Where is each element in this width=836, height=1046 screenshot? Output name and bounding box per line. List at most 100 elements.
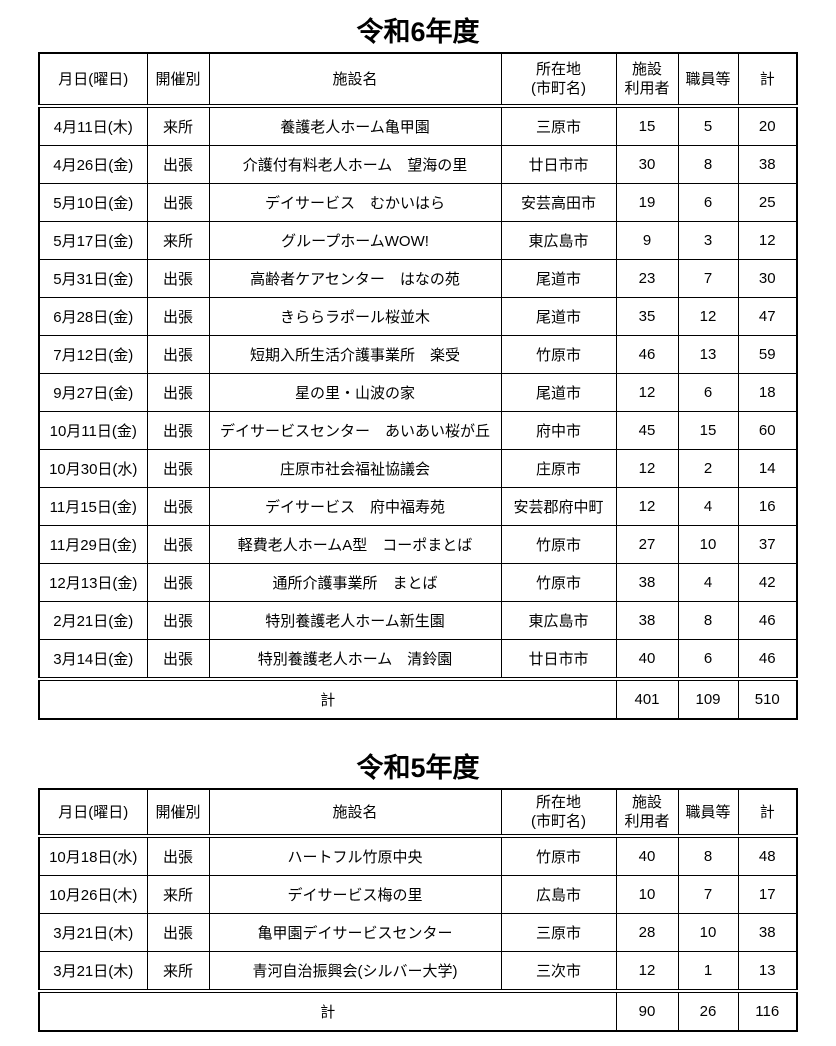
cell-staff: 12 — [677, 297, 739, 336]
cell-location: 広島市 — [500, 875, 617, 914]
cell-date: 2月21日(金) — [38, 601, 148, 640]
table-row: 5月10日(金) 出張 デイサービス むかいはら 安芸高田市 19 6 25 — [38, 183, 798, 222]
cell-location: 尾道市 — [500, 297, 617, 336]
cell-row-total: 14 — [737, 449, 798, 488]
table-footer: 計 401 109 510 — [38, 677, 798, 720]
cell-date: 4月26日(金) — [38, 145, 148, 184]
cell-location: 廿日市市 — [500, 145, 617, 184]
cell-facility-name: 庄原市社会福祉協議会 — [208, 449, 502, 488]
total-sum: 116 — [737, 989, 798, 1032]
cell-staff: 7 — [677, 875, 739, 914]
cell-row-total: 38 — [737, 145, 798, 184]
cell-facility-users: 19 — [615, 183, 679, 222]
cell-date: 9月27日(金) — [38, 373, 148, 412]
cell-location: 庄原市 — [500, 449, 617, 488]
cell-location: 竹原市 — [500, 335, 617, 374]
table-row: 4月26日(金) 出張 介護付有料老人ホーム 望海の里 廿日市市 30 8 38 — [38, 145, 798, 184]
cell-facility-users: 23 — [615, 259, 679, 298]
cell-facility-name: 介護付有料老人ホーム 望海の里 — [208, 145, 502, 184]
header-date: 月日(曜日) — [38, 788, 148, 838]
cell-event-type: 出張 — [146, 525, 210, 564]
table-row: 3月14日(金) 出張 特別養護老人ホーム 清鈴園 廿日市市 40 6 46 — [38, 639, 798, 680]
cell-location: 安芸高田市 — [500, 183, 617, 222]
cell-event-type: 来所 — [146, 875, 210, 914]
cell-staff: 4 — [677, 487, 739, 526]
header-facility-name: 施設名 — [208, 788, 502, 838]
cell-facility-name: 高齢者ケアセンター はなの苑 — [208, 259, 502, 298]
header-location: 所在地 (市町名) — [500, 52, 617, 108]
cell-location: 三原市 — [500, 105, 617, 146]
cell-facility-users: 40 — [615, 639, 679, 680]
cell-date: 5月31日(金) — [38, 259, 148, 298]
cell-row-total: 60 — [737, 411, 798, 450]
cell-facility-name: デイサービス むかいはら — [208, 183, 502, 222]
table-body: 4月11日(木) 来所 養護老人ホーム亀甲園 三原市 15 5 20 4月26日(金) 出張 介護… — [38, 105, 798, 680]
header-staff: 職員等 — [677, 52, 739, 108]
cell-row-total: 46 — [737, 639, 798, 680]
visits-table-reiwa6: 月日(曜日) 開催別 施設名 所在地 (市町名) 施設 利用者 職員等 計 4月… — [38, 52, 798, 720]
cell-facility-name: 短期入所生活介護事業所 楽受 — [208, 335, 502, 374]
cell-facility-name: 亀甲園デイサービスセンター — [208, 913, 502, 952]
cell-staff: 10 — [677, 525, 739, 564]
cell-facility-name: ハートフル竹原中央 — [208, 835, 502, 876]
cell-location: 安芸郡府中町 — [500, 487, 617, 526]
cell-facility-name: グループホームWOW! — [208, 221, 502, 260]
cell-location: 竹原市 — [500, 563, 617, 602]
total-sum: 510 — [737, 677, 798, 720]
table-row: 10月18日(水) 出張 ハートフル竹原中央 竹原市 40 8 48 — [38, 835, 798, 876]
header-facility-users: 施設 利用者 — [615, 52, 679, 108]
table-header: 月日(曜日) 開催別 施設名 所在地 (市町名) 施設 利用者 職員等 計 — [38, 788, 798, 838]
cell-event-type: 出張 — [146, 145, 210, 184]
cell-location: 東広島市 — [500, 221, 617, 260]
cell-row-total: 46 — [737, 601, 798, 640]
table-row: 9月27日(金) 出張 星の里・山波の家 尾道市 12 6 18 — [38, 373, 798, 412]
cell-location: 三原市 — [500, 913, 617, 952]
cell-location: 東広島市 — [500, 601, 617, 640]
cell-row-total: 12 — [737, 221, 798, 260]
header-staff: 職員等 — [677, 788, 739, 838]
cell-date: 10月30日(水) — [38, 449, 148, 488]
table-row: 7月12日(金) 出張 短期入所生活介護事業所 楽受 竹原市 46 13 59 — [38, 335, 798, 374]
cell-facility-users: 12 — [615, 449, 679, 488]
header-event-type: 開催別 — [146, 52, 210, 108]
page-title-reiwa5: 令和5年度 — [356, 753, 480, 783]
cell-facility-name: デイサービス梅の里 — [208, 875, 502, 914]
total-staff: 26 — [677, 989, 739, 1032]
cell-date: 3月21日(木) — [38, 913, 148, 952]
cell-event-type: 出張 — [146, 411, 210, 450]
cell-event-type: 出張 — [146, 449, 210, 488]
cell-staff: 1 — [677, 951, 739, 992]
cell-event-type: 出張 — [146, 913, 210, 952]
cell-facility-users: 15 — [615, 105, 679, 146]
table-row: 11月15日(金) 出張 デイサービス 府中福寿苑 安芸郡府中町 12 4 16 — [38, 487, 798, 526]
header-event-type: 開催別 — [146, 788, 210, 838]
cell-event-type: 出張 — [146, 487, 210, 526]
cell-staff: 8 — [677, 601, 739, 640]
cell-location: 三次市 — [500, 951, 617, 992]
table-row: 10月30日(水) 出張 庄原市社会福祉協議会 庄原市 12 2 14 — [38, 449, 798, 488]
cell-facility-users: 46 — [615, 335, 679, 374]
header-location: 所在地 (市町名) — [500, 788, 617, 838]
cell-row-total: 17 — [737, 875, 798, 914]
cell-row-total: 48 — [737, 835, 798, 876]
cell-facility-users: 40 — [615, 835, 679, 876]
cell-event-type: 出張 — [146, 183, 210, 222]
cell-date: 10月18日(水) — [38, 835, 148, 876]
section-reiwa5: 令和5年度 月日(曜日) 開催別 施設名 所在地 (市町名) 施設 利用者 職員… — [0, 752, 836, 1032]
cell-facility-users: 12 — [615, 373, 679, 412]
cell-date: 6月28日(金) — [38, 297, 148, 336]
header-date: 月日(曜日) — [38, 52, 148, 108]
cell-row-total: 13 — [737, 951, 798, 992]
cell-staff: 8 — [677, 145, 739, 184]
table-row: 2月21日(金) 出張 特別養護老人ホーム新生園 東広島市 38 8 46 — [38, 601, 798, 640]
cell-row-total: 37 — [737, 525, 798, 564]
table-header: 月日(曜日) 開催別 施設名 所在地 (市町名) 施設 利用者 職員等 計 — [38, 52, 798, 108]
header-facility-name: 施設名 — [208, 52, 502, 108]
cell-facility-name: 特別養護老人ホーム新生園 — [208, 601, 502, 640]
cell-row-total: 30 — [737, 259, 798, 298]
cell-date: 10月11日(金) — [38, 411, 148, 450]
cell-date: 3月21日(木) — [38, 951, 148, 992]
cell-facility-users: 27 — [615, 525, 679, 564]
cell-facility-users: 12 — [615, 951, 679, 992]
cell-event-type: 出張 — [146, 601, 210, 640]
